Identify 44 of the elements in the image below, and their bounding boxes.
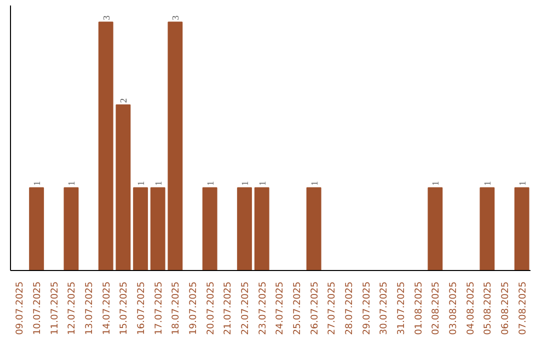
x-tick-label: 27.07.2025 bbox=[326, 281, 338, 335]
x-tick-label: 29.07.2025 bbox=[361, 281, 372, 335]
x-tick-label: 12.07.2025 bbox=[66, 281, 78, 335]
x-tick-label: 25.07.2025 bbox=[292, 281, 303, 335]
x-tick-label: 01.08.2025 bbox=[413, 281, 424, 335]
data-label: 2 bbox=[120, 98, 130, 103]
x-tick-label: 04.08.2025 bbox=[465, 281, 476, 335]
x-tick-label: 14.07.2025 bbox=[101, 281, 112, 335]
x-tick-label: 20.07.2025 bbox=[205, 281, 216, 335]
x-tick-label: 11.07.2025 bbox=[49, 281, 60, 335]
data-label: 1 bbox=[206, 180, 216, 186]
x-tick-label: 24.07.2025 bbox=[274, 281, 286, 335]
x-tick-label: 15.07.2025 bbox=[118, 281, 130, 335]
x-tick-label: 31.07.2025 bbox=[396, 281, 407, 335]
data-label: 1 bbox=[68, 180, 78, 186]
x-tick-label: 16.07.2025 bbox=[136, 281, 147, 335]
x-tick-label: 17.07.2025 bbox=[153, 281, 164, 335]
data-label: 1 bbox=[154, 180, 164, 186]
x-tick-label: 13.07.2025 bbox=[84, 281, 95, 335]
x-tick-label: 06.08.2025 bbox=[500, 281, 511, 335]
x-tick-label: 30.07.2025 bbox=[378, 281, 390, 335]
data-label: 1 bbox=[241, 180, 251, 186]
x-tick-label: 02.08.2025 bbox=[430, 281, 442, 335]
data-label: 1 bbox=[432, 180, 442, 186]
x-tick-label: 10.07.2025 bbox=[32, 281, 43, 335]
x-tick-label: 21.07.2025 bbox=[222, 281, 234, 335]
data-label: 3 bbox=[102, 15, 112, 20]
x-tick-label: 18.07.2025 bbox=[170, 281, 182, 335]
x-tick-label: 26.07.2025 bbox=[309, 281, 320, 335]
data-label: 1 bbox=[137, 180, 147, 186]
data-label: 1 bbox=[258, 180, 268, 186]
data-label: 1 bbox=[33, 180, 43, 186]
data-label: 1 bbox=[484, 180, 494, 186]
x-tick-label: 09.07.2025 bbox=[14, 281, 26, 335]
x-tick-label: 22.07.2025 bbox=[240, 281, 251, 335]
x-tick-label: 07.08.2025 bbox=[517, 281, 528, 335]
x-tick-label: 23.07.2025 bbox=[257, 281, 268, 335]
x-tick-label: 03.08.2025 bbox=[448, 281, 459, 335]
data-label: 1 bbox=[310, 180, 320, 186]
x-tick-label: 19.07.2025 bbox=[188, 281, 199, 335]
data-label: 1 bbox=[518, 180, 528, 186]
data-label: 3 bbox=[172, 15, 182, 20]
x-tick-label: 28.07.2025 bbox=[344, 281, 355, 335]
x-tick-label: 05.08.2025 bbox=[482, 281, 494, 335]
